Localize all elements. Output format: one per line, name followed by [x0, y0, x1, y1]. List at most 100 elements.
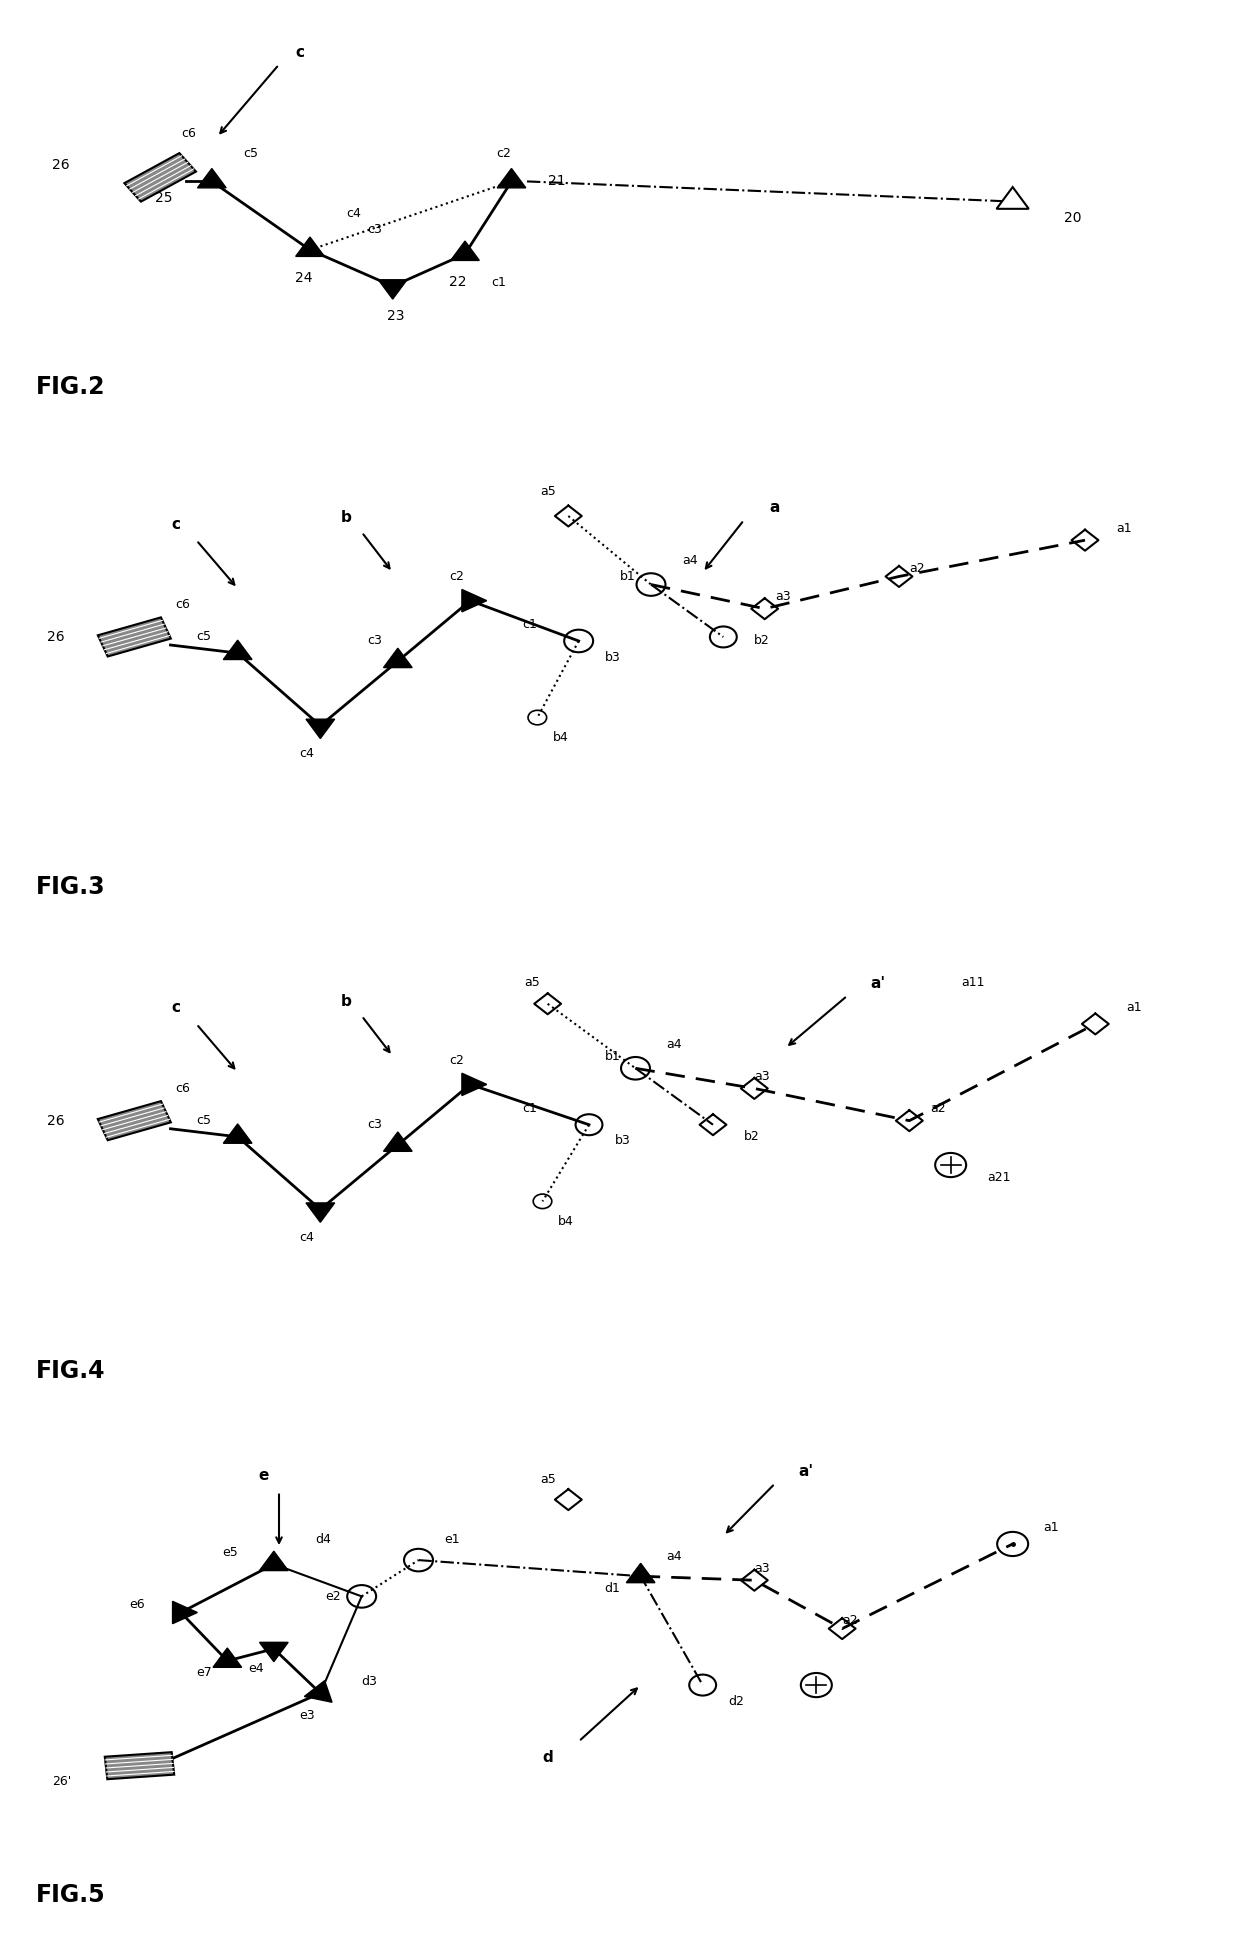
Text: c2: c2: [496, 147, 511, 161]
FancyBboxPatch shape: [124, 153, 196, 201]
Text: b: b: [341, 511, 352, 524]
FancyBboxPatch shape: [98, 617, 171, 656]
Polygon shape: [306, 720, 335, 739]
Polygon shape: [223, 1124, 252, 1144]
Polygon shape: [259, 1643, 288, 1662]
Text: c3: c3: [367, 223, 382, 236]
Text: c6: c6: [176, 1082, 191, 1095]
Polygon shape: [304, 1682, 332, 1703]
Text: 26: 26: [47, 631, 64, 644]
Text: a11: a11: [961, 975, 985, 989]
Text: c6: c6: [181, 126, 196, 139]
Text: c: c: [295, 45, 304, 60]
Text: c6: c6: [176, 598, 191, 611]
Text: c2: c2: [449, 1055, 464, 1066]
Text: b4: b4: [553, 731, 569, 745]
Text: d3: d3: [362, 1674, 377, 1687]
Text: c1: c1: [522, 619, 537, 631]
Text: a2: a2: [909, 561, 925, 575]
Text: c: c: [171, 517, 180, 532]
Text: 21: 21: [548, 174, 565, 188]
Text: d: d: [542, 1749, 553, 1765]
Text: a2: a2: [842, 1614, 858, 1627]
Text: a21: a21: [987, 1171, 1011, 1184]
Text: c3: c3: [367, 1118, 382, 1132]
Text: 26: 26: [47, 1115, 64, 1128]
Text: e3: e3: [300, 1709, 315, 1722]
Polygon shape: [172, 1602, 197, 1623]
Text: e7: e7: [196, 1666, 212, 1680]
Polygon shape: [295, 236, 325, 255]
Text: a': a': [799, 1465, 813, 1478]
Polygon shape: [259, 1552, 288, 1571]
Text: e5: e5: [222, 1546, 238, 1558]
Text: a': a': [870, 975, 885, 991]
Text: FIG.2: FIG.2: [36, 375, 105, 399]
Text: e4: e4: [248, 1662, 264, 1676]
Text: 23: 23: [387, 310, 405, 323]
Text: a3: a3: [754, 1070, 770, 1084]
Text: FIG.4: FIG.4: [36, 1358, 105, 1384]
Text: c5: c5: [196, 1115, 211, 1128]
Text: a2: a2: [930, 1103, 946, 1115]
Text: e: e: [258, 1469, 269, 1482]
Polygon shape: [383, 1132, 412, 1151]
Polygon shape: [997, 188, 1029, 209]
Text: c4: c4: [300, 747, 315, 760]
Text: e1: e1: [444, 1533, 460, 1546]
Text: c5: c5: [243, 147, 258, 161]
Text: a5: a5: [525, 975, 541, 989]
Text: FIG.5: FIG.5: [36, 1883, 105, 1906]
Text: a3: a3: [775, 590, 791, 604]
Polygon shape: [626, 1563, 655, 1583]
Text: b3: b3: [615, 1134, 631, 1147]
Text: b2: b2: [744, 1130, 760, 1144]
Text: b4: b4: [558, 1215, 574, 1229]
Text: a1: a1: [1116, 522, 1132, 534]
Text: c3: c3: [367, 635, 382, 648]
Polygon shape: [383, 648, 412, 668]
Text: e6: e6: [129, 1598, 145, 1612]
Polygon shape: [223, 640, 252, 660]
Text: a4: a4: [667, 1550, 682, 1563]
Text: b2: b2: [754, 635, 770, 648]
Text: d2: d2: [729, 1695, 744, 1709]
Text: a4: a4: [667, 1037, 682, 1051]
Text: d1: d1: [604, 1581, 620, 1594]
Text: a1: a1: [1126, 1000, 1142, 1014]
Polygon shape: [213, 1649, 242, 1668]
Text: c4: c4: [346, 207, 361, 221]
Text: e2: e2: [325, 1591, 341, 1602]
Text: c: c: [171, 1000, 180, 1016]
FancyBboxPatch shape: [98, 1101, 171, 1140]
Text: a1: a1: [1044, 1521, 1059, 1534]
Polygon shape: [378, 281, 407, 300]
Text: 26': 26': [52, 1774, 71, 1788]
Text: a5: a5: [539, 486, 556, 499]
Text: 20: 20: [1064, 211, 1081, 224]
Polygon shape: [461, 1074, 486, 1095]
Text: c2: c2: [449, 571, 464, 582]
Text: c4: c4: [300, 1231, 315, 1244]
Polygon shape: [450, 242, 480, 261]
Text: 24: 24: [295, 271, 312, 284]
Text: 26: 26: [52, 159, 69, 172]
Text: 22: 22: [449, 275, 467, 288]
Text: c1: c1: [491, 275, 506, 288]
Text: FIG.3: FIG.3: [36, 875, 105, 900]
Text: b3: b3: [604, 650, 620, 664]
Text: c5: c5: [196, 631, 211, 644]
Polygon shape: [461, 590, 486, 611]
Text: d4: d4: [315, 1533, 331, 1546]
Polygon shape: [197, 168, 226, 188]
Text: b: b: [341, 995, 352, 1008]
Text: c1: c1: [522, 1103, 537, 1115]
Text: a: a: [770, 501, 780, 515]
Text: b1: b1: [604, 1049, 620, 1062]
Text: b1: b1: [620, 571, 636, 582]
Text: 25: 25: [155, 190, 172, 205]
Text: a3: a3: [754, 1562, 770, 1575]
Polygon shape: [497, 168, 526, 188]
FancyBboxPatch shape: [105, 1753, 174, 1778]
Polygon shape: [306, 1204, 335, 1223]
